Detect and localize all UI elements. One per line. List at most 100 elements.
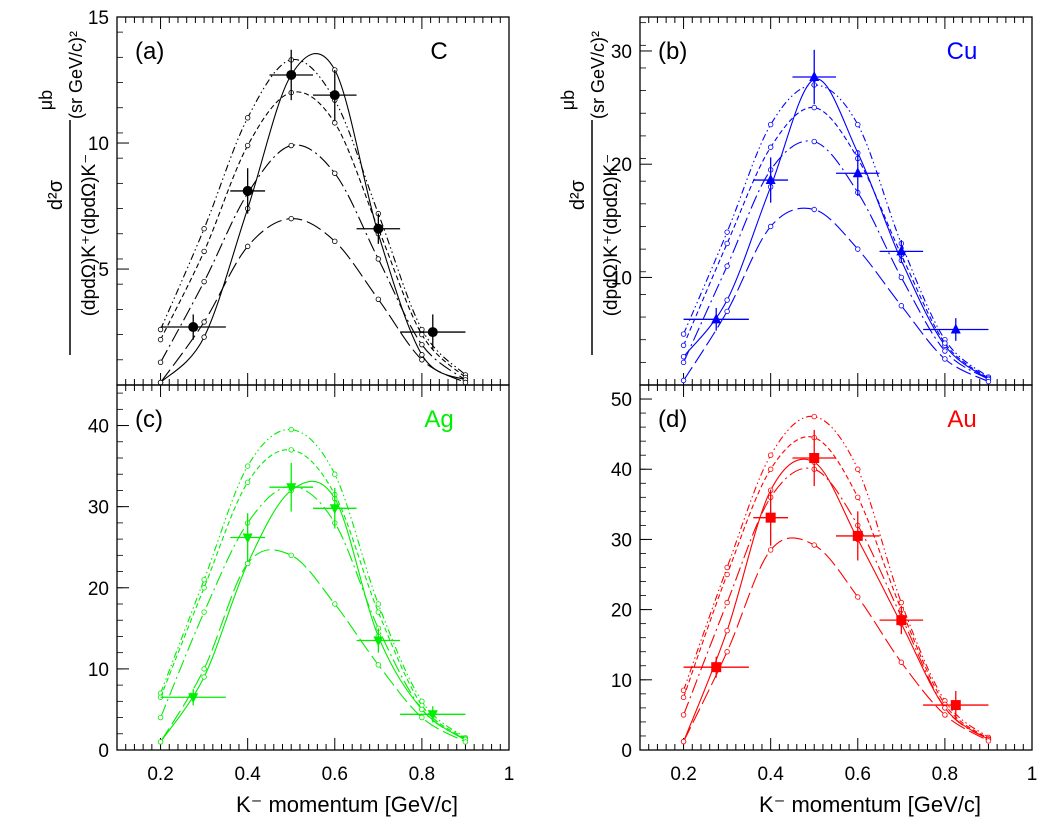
y-tick-label-ag: 20 (88, 579, 109, 600)
model-point-ag (244, 463, 251, 469)
model-point-ag (375, 609, 382, 615)
model-point-cu (942, 340, 948, 346)
model-point-au (942, 712, 948, 718)
model-point-au (898, 659, 905, 665)
data-point-cu (950, 323, 961, 334)
model-point-ag (332, 471, 338, 477)
model-point-ag (201, 666, 207, 672)
model-point-au (898, 599, 905, 606)
model-point-cu (898, 274, 905, 281)
model-curve-dash-dot-dot-ag (160, 429, 466, 739)
y-tick-label-au: 50 (611, 390, 632, 411)
y-tick-label-cu: 10 (611, 268, 632, 289)
model-point-ag (288, 552, 294, 559)
data-point-c (188, 322, 199, 333)
model-point-au (767, 452, 774, 458)
model-point-ag (201, 674, 207, 680)
data-point-au (765, 512, 776, 523)
data-point-c (373, 223, 384, 234)
model-point-au (811, 542, 817, 548)
model-point-c (157, 359, 164, 366)
model-point-ag (375, 601, 382, 607)
model-point-c (157, 336, 164, 343)
model-point-cu (724, 229, 730, 235)
model-point-ag (244, 560, 251, 567)
panel-label-c: (a) (135, 38, 164, 65)
data-point-c (427, 327, 438, 338)
target-label-au: Au (947, 406, 976, 433)
model-curve-solid-ag (160, 480, 466, 743)
model-point-c (419, 357, 425, 363)
model-point-au (985, 738, 992, 744)
y-tick-label-au: 10 (611, 671, 632, 692)
model-point-ag (288, 426, 294, 433)
model-point-ag (157, 714, 164, 721)
model-point-c (332, 170, 338, 176)
model-point-c (332, 238, 338, 245)
model-point-cu (680, 377, 687, 384)
model-point-ag (201, 609, 207, 615)
x-tick-label-ag: 1 (504, 764, 515, 785)
data-point-au (711, 662, 722, 673)
y-label-denominator-right: (dpdΩ)K⁺(dpdΩ)K⁻ (601, 154, 622, 317)
model-curve-long-dash-c (160, 218, 466, 383)
x-tick-label-au: 0.4 (757, 764, 784, 785)
model-point-ag (419, 706, 425, 713)
model-point-c (244, 142, 251, 149)
x-tick-label-ag: 0.6 (322, 764, 348, 785)
model-point-ag (201, 576, 207, 583)
model-point-au (855, 594, 861, 600)
y-tick-label-c: 5 (98, 260, 109, 281)
y-tick-label-cu: 30 (611, 42, 632, 63)
model-point-au (680, 694, 687, 701)
data-point-au (809, 453, 820, 463)
target-label-c: C (430, 38, 447, 65)
model-point-au (680, 687, 687, 694)
x-tick-label-ag: 0.2 (147, 764, 173, 785)
data-point-ag (188, 693, 199, 704)
x-axis-label-left: K⁻ momentum [GeV/c] (236, 792, 458, 817)
model-point-cu (942, 348, 948, 354)
model-point-c (288, 142, 294, 149)
data-point-au (852, 530, 863, 541)
model-point-ag (201, 585, 207, 591)
model-curve-dashed-cu (683, 107, 989, 379)
model-point-cu (767, 121, 774, 128)
model-point-au (767, 547, 774, 553)
model-point-c (375, 256, 382, 262)
model-point-c (419, 341, 425, 348)
y-label-numerator-right: d²σ (567, 179, 589, 210)
panel-cu: 10 20 30 (b) Cu (611, 16, 1033, 386)
data-point-cu (852, 167, 863, 178)
model-point-cu (680, 359, 687, 366)
x-tick-label-au: 1 (1027, 764, 1038, 785)
model-point-ag (157, 739, 164, 745)
model-point-c (462, 379, 469, 386)
y-tick-label-ag: 0 (98, 741, 109, 762)
model-curve-dashed-au (683, 436, 989, 740)
data-point-ag (329, 504, 340, 515)
data-point-c (329, 90, 340, 101)
y-label-numerator: d²σ (45, 179, 67, 210)
model-point-au (855, 466, 861, 472)
model-point-c (201, 278, 207, 285)
model-point-cu (680, 331, 687, 337)
model-point-c (419, 331, 425, 338)
data-point-cu (896, 245, 907, 256)
model-point-c (157, 379, 164, 386)
x-tick-label-ag: 0.8 (409, 764, 435, 785)
model-point-ag (375, 662, 382, 668)
model-point-cu (767, 144, 774, 150)
model-point-ag (244, 479, 251, 486)
model-point-cu (855, 246, 861, 252)
y-tick-label-c: 10 (88, 134, 109, 155)
data-point-ag (286, 483, 297, 494)
model-curve-long-dash-dot-c (160, 144, 466, 381)
x-axis-label-right: K⁻ momentum [GeV/c] (759, 792, 981, 817)
model-point-cu (680, 342, 687, 349)
model-curve-solid-cu (683, 78, 989, 380)
target-label-cu: Cu (947, 38, 978, 65)
